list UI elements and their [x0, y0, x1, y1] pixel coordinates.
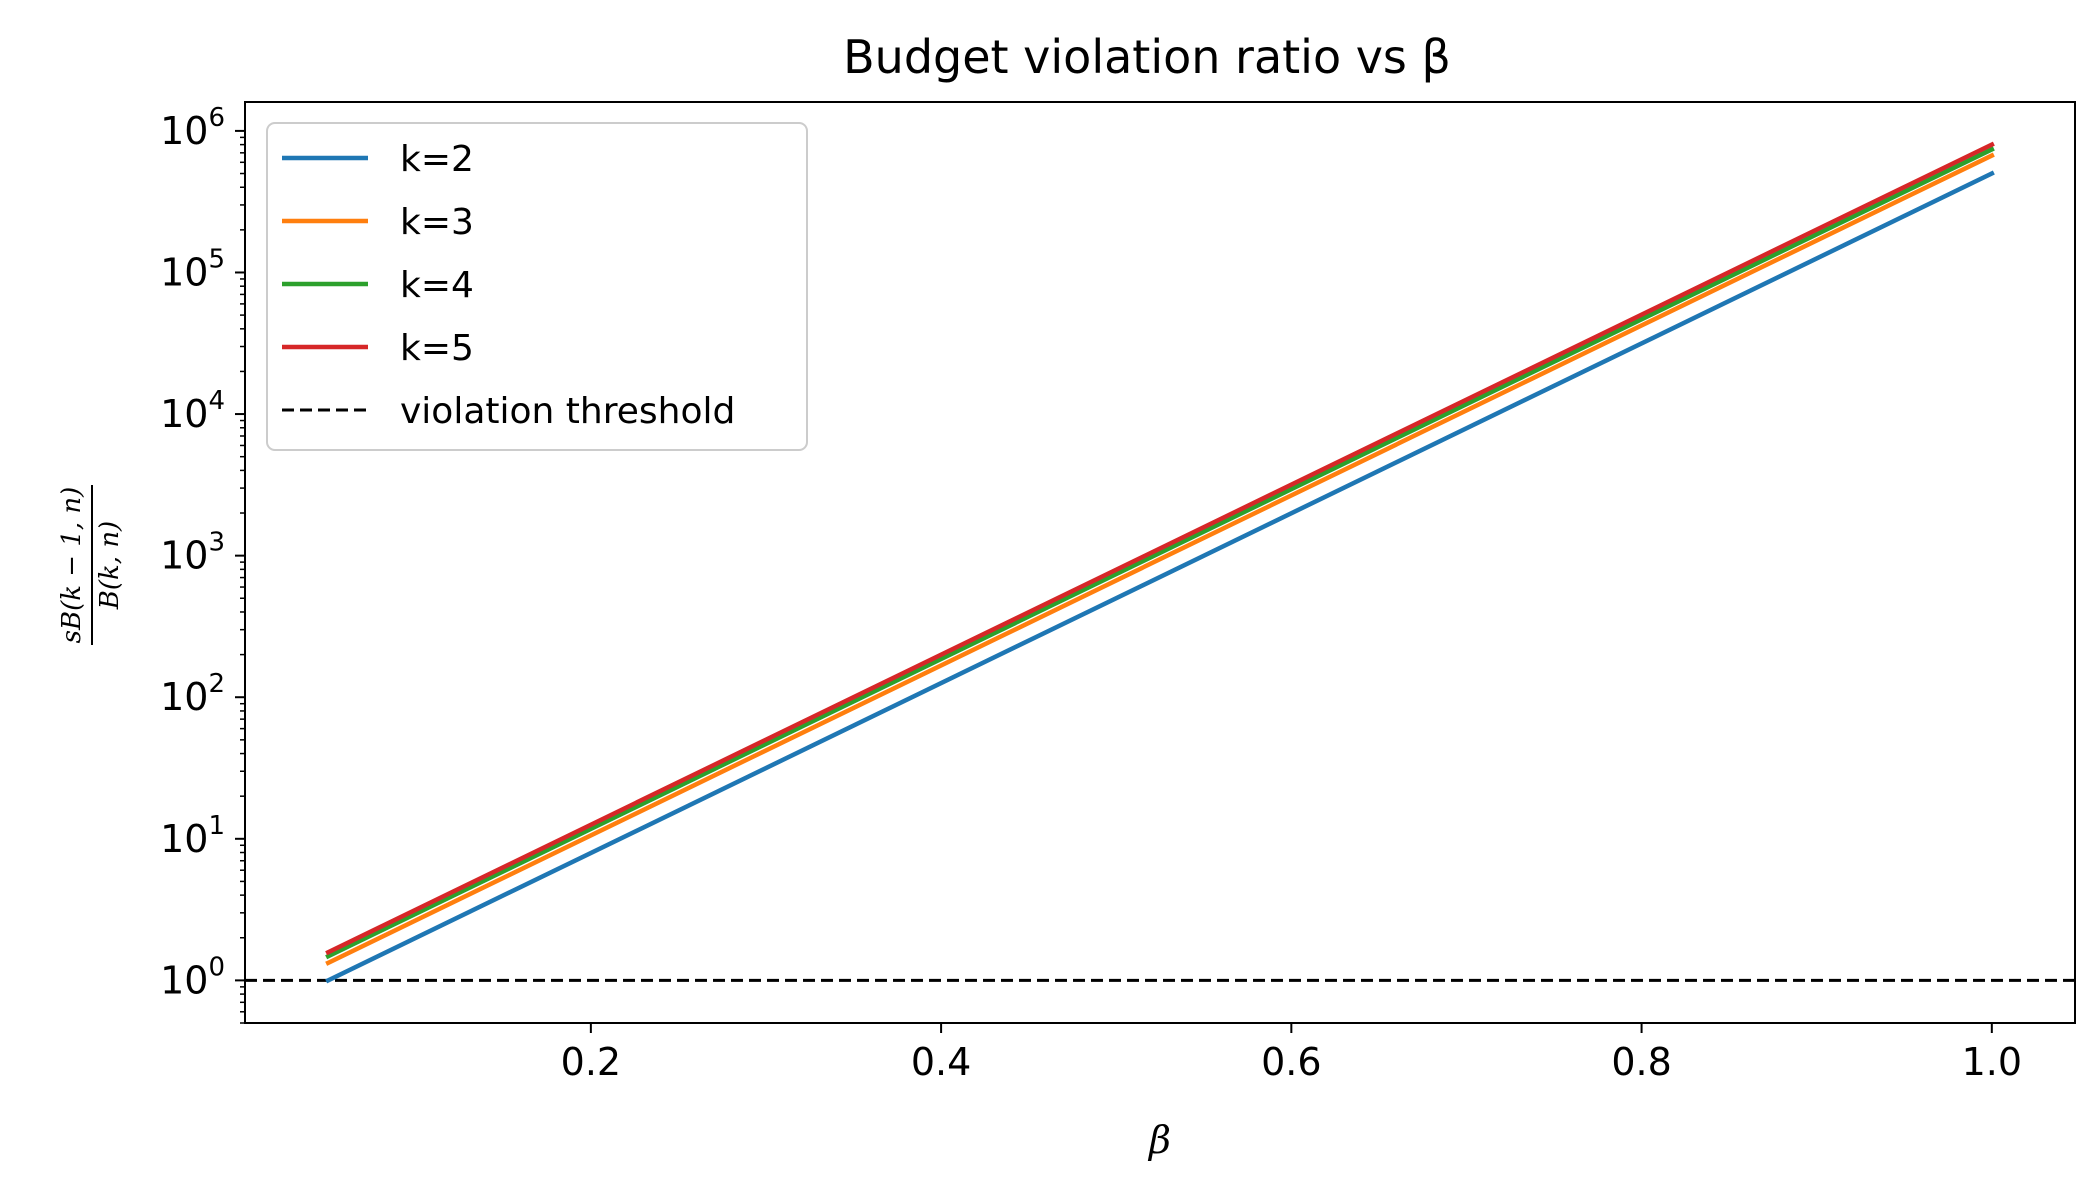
y-tick-label: 102: [160, 669, 225, 719]
x-tick-label: 0.4: [911, 1040, 971, 1084]
legend-entries: k=2 k=3 k=4 k=5 violation threshold: [282, 139, 735, 432]
chart-title: Budget violation ratio vs β: [843, 30, 1451, 84]
plot-frame: [244, 101, 2076, 1024]
legend-label: k=3: [400, 202, 474, 243]
series-line-k=2: [325, 170, 1995, 984]
x-tick-label: 0.6: [1261, 1040, 1321, 1084]
y-axis-label-denominator: B(k, n): [95, 521, 125, 610]
x-tick-label: 0.2: [561, 1040, 621, 1084]
y-tick-label: 100: [160, 952, 225, 1002]
legend: k=2 k=3 k=4 k=5 violation threshold: [266, 122, 808, 451]
legend-box: [266, 122, 808, 451]
legend-label: k=4: [400, 265, 474, 306]
series-line-k=3: [325, 152, 1995, 966]
plot-lines: [245, 141, 2075, 984]
y-tick-label: 103: [160, 528, 225, 578]
x-axis-ticks: 0.2 0.4 0.6 0.8 1.0: [561, 1023, 2022, 1084]
legend-label: violation threshold: [400, 391, 735, 432]
series-line-k=5: [325, 141, 1995, 956]
y-tick-label: 106: [160, 103, 225, 153]
y-axis-ticks: 100 101 102 103 104 105 106: [160, 103, 245, 1024]
x-tick-label: 0.8: [1611, 1040, 1671, 1084]
x-axis-label: β: [1147, 1118, 1171, 1162]
x-tick-label: 1.0: [1962, 1040, 2022, 1084]
y-axis-label: sB(k − 1, n) B(k, n): [57, 485, 125, 645]
y-axis-label-numerator: sB(k − 1, n): [57, 487, 87, 644]
y-tick-label: 101: [160, 811, 225, 861]
legend-label: k=2: [400, 139, 474, 180]
series-line-k=4: [325, 146, 1995, 960]
y-tick-label: 104: [160, 386, 225, 436]
y-tick-label: 105: [160, 244, 225, 294]
legend-label: k=5: [400, 328, 474, 369]
